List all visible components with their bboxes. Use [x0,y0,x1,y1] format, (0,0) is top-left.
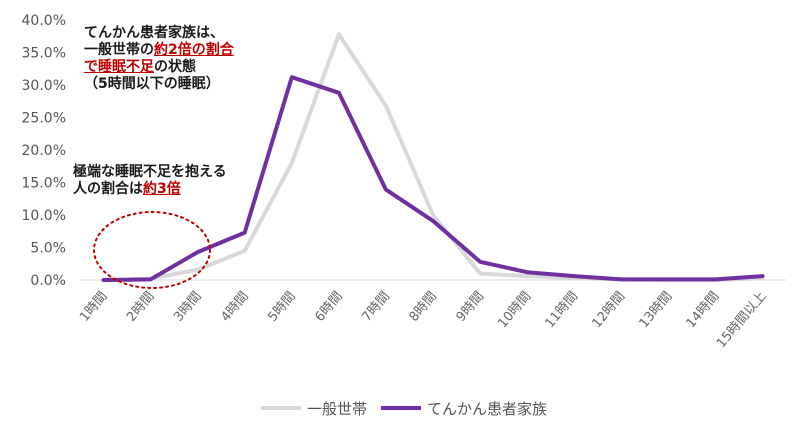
series-line-epilepsy [101,75,765,282]
x-tick-label: 9時間 [454,289,488,325]
y-tick-label: 25.0% [22,111,66,127]
annotation-top-line3: で睡眠不足の状態 [84,59,234,76]
x-axis-ticks: 1時間 2時間 3時間 4時間 5時間 6時間 7時間 8時間 9時間 10時間 11時間 12時間 1… [77,289,769,351]
annotation-top-line4: （5時間以下の睡眠） [84,76,220,92]
x-tick-label: 6時間 [312,289,346,325]
x-tick-label: 4時間 [218,289,252,325]
x-tick-label: 15時間以上 [714,289,770,351]
legend-label-general: 一般世帯 [306,399,367,418]
x-tick-label: 8時間 [407,289,441,325]
x-tick-label: 5時間 [265,289,299,325]
annotation-top: てんかん患者家族は、 一般世帯の約2倍の割合 で睡眠不足の状態 （5時間以下の睡… [84,25,234,93]
annotation-top-highlight-sleep: で睡眠不足 [84,59,154,75]
x-tick-label: 7時間 [359,289,393,325]
legend: 一般世帯 てんかん患者家族 [0,398,808,418]
y-tick-label: 40.0% [22,13,66,29]
annotation-top-line2: 一般世帯の約2倍の割合 [84,42,234,59]
x-tick-label: 14時間 [684,289,723,331]
legend-swatch-epilepsy [381,406,421,410]
y-tick-label: 30.0% [22,78,66,94]
x-tick-label: 12時間 [589,289,628,331]
annotation-top-highlight-ratio: 約2倍の割合 [154,42,234,58]
annotation-mid-highlight: 約3倍 [143,181,181,197]
legend-label-epilepsy: てんかん患者家族 [427,399,548,418]
x-tick-label: 3時間 [171,289,205,325]
legend-item-epilepsy: てんかん患者家族 [381,398,547,419]
annotation-top-line2-a: 一般世帯の [84,42,154,58]
annotation-mid-line2-a: 人の割合は [73,181,143,197]
y-tick-label: 10.0% [22,208,66,224]
annotation-top-line1: てんかん患者家族は、 [84,25,224,41]
legend-swatch-general [260,406,301,410]
x-tick-label: 10時間 [495,289,534,331]
y-tick-label: 5.0% [30,241,66,257]
x-tick-label: 1時間 [77,289,111,325]
y-tick-label: 35.0% [22,46,66,62]
series-layer [101,32,765,282]
x-tick-label: 2時間 [124,289,158,325]
legend-item-general: 一般世帯 [260,398,367,419]
annotation-mid: 極端な睡眠不足を抱える 人の割合は約3倍 [73,164,227,198]
y-tick-label: 0.0% [30,273,66,289]
annotation-mid-line2: 人の割合は約3倍 [73,181,227,198]
x-tick-label: 11時間 [542,289,581,331]
y-tick-label: 20.0% [22,143,66,159]
x-tick-label: 13時間 [637,289,676,331]
highlight-ellipse [93,211,211,289]
y-tick-label: 15.0% [22,176,66,192]
annotation-top-line3-b: の状態 [154,59,196,75]
y-axis-ticks: 0.0% 5.0% 10.0% 15.0% 20.0% 25.0% 30.0% 35.0% 40… [22,13,66,289]
annotation-mid-line1: 極端な睡眠不足を抱える [73,164,227,180]
